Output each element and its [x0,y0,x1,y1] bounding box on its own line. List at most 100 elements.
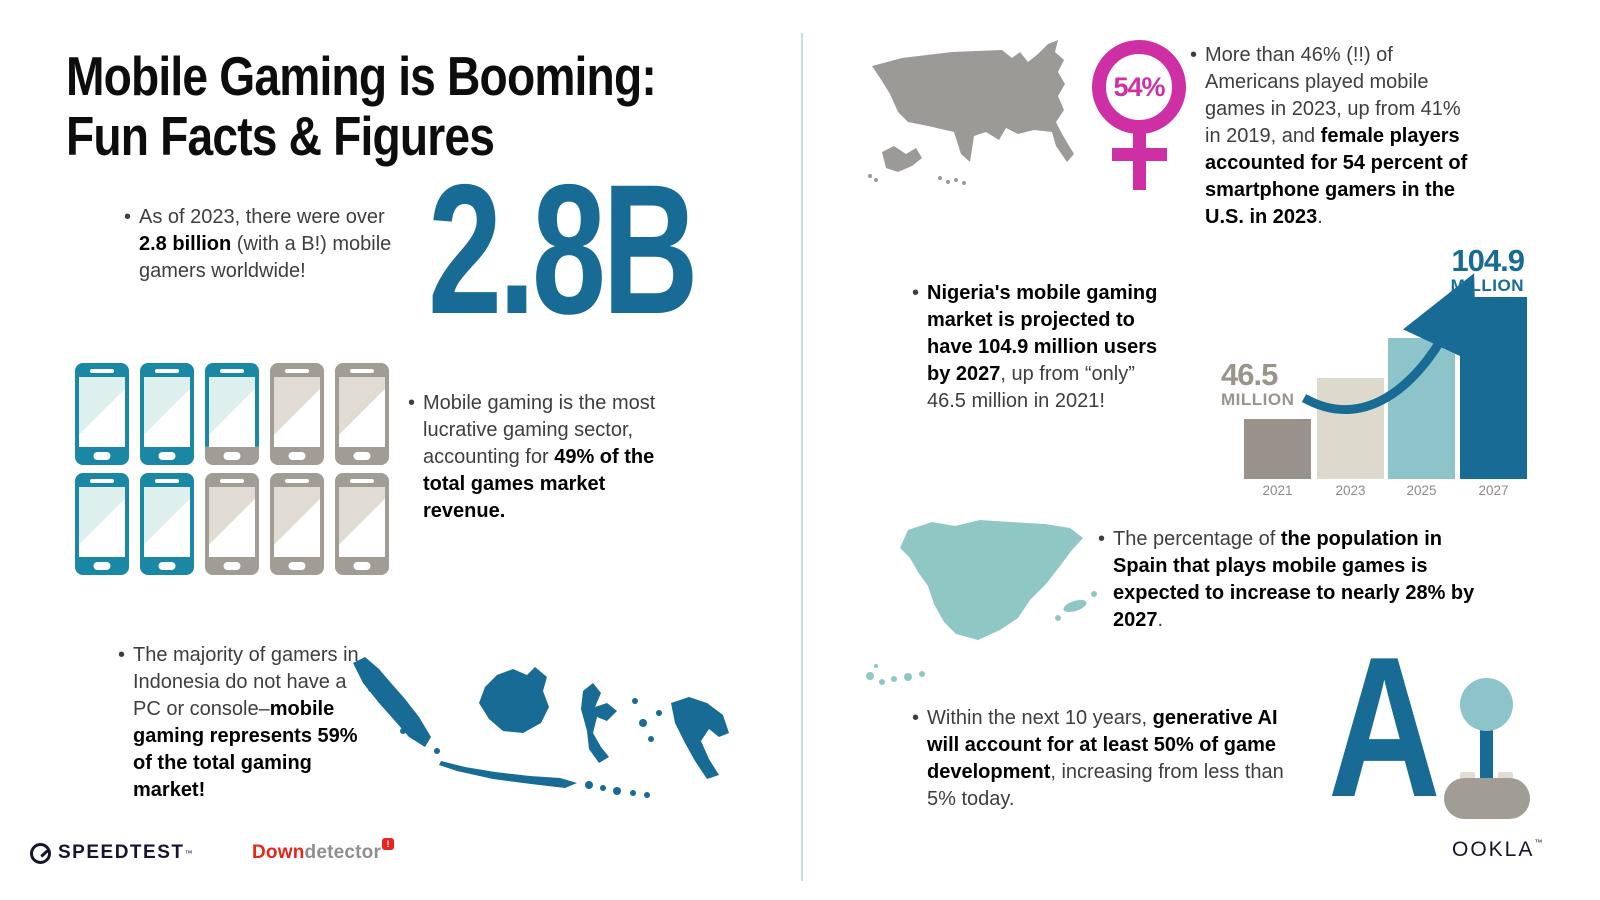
bullet-icon: • [912,707,920,729]
phone-home-button [288,562,306,570]
phone-icon [270,363,324,465]
joystick-base [1444,778,1530,819]
fact-ai-text2: , increasing from less than 5% today. [927,761,1284,810]
venus-ring: 54% [1092,40,1186,134]
speedtest-logo: SPEEDTEST ™ [30,842,192,864]
venus-crossbar [1112,148,1167,161]
joystick-stick [1480,726,1493,791]
bullet-icon: • [1190,44,1198,66]
fact-indonesia: • The majority of gamers in Indonesia do … [118,642,366,804]
phone-speaker [350,479,374,483]
phone-home-button [93,452,111,460]
phone-screen [339,487,385,557]
downdetector-logo: Downdetector! [252,838,395,864]
exclamation-badge-icon: ! [382,838,395,850]
page-title-line2: Fun Facts & Figures [66,105,495,167]
letter-a: A [1328,616,1441,839]
fact-nigeria-bold: Nigeria's mobile gaming market is projec… [927,282,1158,385]
phone-icon [205,473,259,575]
phones-grid [75,363,389,575]
fact-lucrative-bold: 49% of the total games market revenue. [423,446,655,522]
phone-icon [335,473,389,575]
axis-label-2021: 2021 [1262,483,1293,498]
fact-spain-text: The percentage of [1113,528,1281,550]
phone-speaker [220,479,244,483]
center-divider [801,33,803,881]
page-title-line1: Mobile Gaming is Booming: [66,45,657,107]
phone-screen [339,377,385,447]
gauge-needle [40,848,49,858]
fact-us: • More than 46% (!!) of Americans played … [1190,42,1468,231]
fact-indonesia-text: The majority of gamers in Indonesia do n… [133,644,359,720]
phone-speaker [155,369,179,373]
axis-label-2025: 2025 [1406,483,1437,498]
phone-screen [79,377,125,447]
phone-speaker [285,369,309,373]
phone-icon [140,363,194,465]
chart-start-label: 46.5 MILLION [1221,357,1295,409]
indonesia-islands [353,657,729,798]
fact-ai: • Within the next 10 years, generative AI… [912,705,1314,813]
stat-badge-54: 54% [1113,71,1165,102]
us-shape [868,40,1074,185]
phone-speaker [350,369,374,373]
phone-screen [209,377,255,447]
phone-screen [209,487,255,557]
us-map [868,40,1074,185]
trademark-mark: ™ [184,848,193,858]
phone-speaker [90,479,114,483]
downdetector-down: Down [252,842,305,863]
phone-icon [270,473,324,575]
phone-screen [274,377,320,447]
bullet-icon: • [124,206,132,228]
fact-nigeria: • Nigeria's mobile gaming market is proje… [912,280,1174,415]
bullet-icon: • [408,392,416,414]
phone-icon [140,473,194,575]
phone-home-button [158,452,176,460]
phone-home-button [223,562,241,570]
phone-screen [144,377,190,447]
female-symbol-icon: 54% [1088,38,1200,196]
phone-icon [75,363,129,465]
bar-chart: 2021 2023 2025 2027 46.5 MILLION 104.9 MILL… [1218,243,1530,504]
spain-shape [866,520,1097,685]
chart-end-value: 104.9 [1451,243,1525,278]
gauge-icon [30,842,51,864]
speedtest-wordmark: SPEEDTEST [58,842,185,863]
fact-gamers-bold: 2.8 billion [139,233,232,255]
fact-gamers-text: As of 2023, there were over [139,206,385,228]
fact-spain-text2: . [1157,609,1164,631]
indonesia-map [353,657,729,798]
bullet-icon: • [912,282,920,304]
joystick-button [1498,772,1513,779]
phone-screen [79,487,125,557]
fact-ai-text: Within the next 10 years, [927,707,1153,729]
fact-gamers-text2: (with a B!) mobile gamers worldwide! [139,233,392,282]
ai-graphic: A [1322,628,1542,828]
fact-lucrative: • Mobile gaming is the most lucrative gam… [408,390,666,525]
chart-start-unit: MILLION [1221,390,1295,409]
phone-home-button [353,562,371,570]
phone-speaker [90,369,114,373]
bullet-icon: • [118,644,126,666]
fact-indonesia-bold: mobile gaming represents 59% of the tota… [133,698,358,801]
ookla-wordmark: OOKLA [1452,838,1535,861]
fact-gamers: • As of 2023, there were over 2.8 billion… [124,204,392,285]
phone-home-button [288,452,306,460]
joystick-button [1460,772,1475,779]
phone-speaker [155,479,179,483]
fact-us-bold: female players accounted for 54 percent … [1205,125,1468,228]
chart-start-value: 46.5 [1221,357,1278,392]
downdetector-detector: detector [304,842,382,863]
phone-home-button [223,452,241,460]
joystick-ball-icon [1460,678,1513,731]
trademark-mark: ™ [1534,838,1545,847]
page-title: Mobile Gaming is Booming: Fun Facts & Fi… [66,46,671,166]
phone-home-button [93,562,111,570]
fact-spain: • The percentage of the population in Spa… [1098,526,1480,634]
growth-arrow-icon [1301,273,1477,414]
phone-home-button [353,452,371,460]
fact-us-text2: . [1317,206,1323,228]
phone-speaker [285,479,309,483]
